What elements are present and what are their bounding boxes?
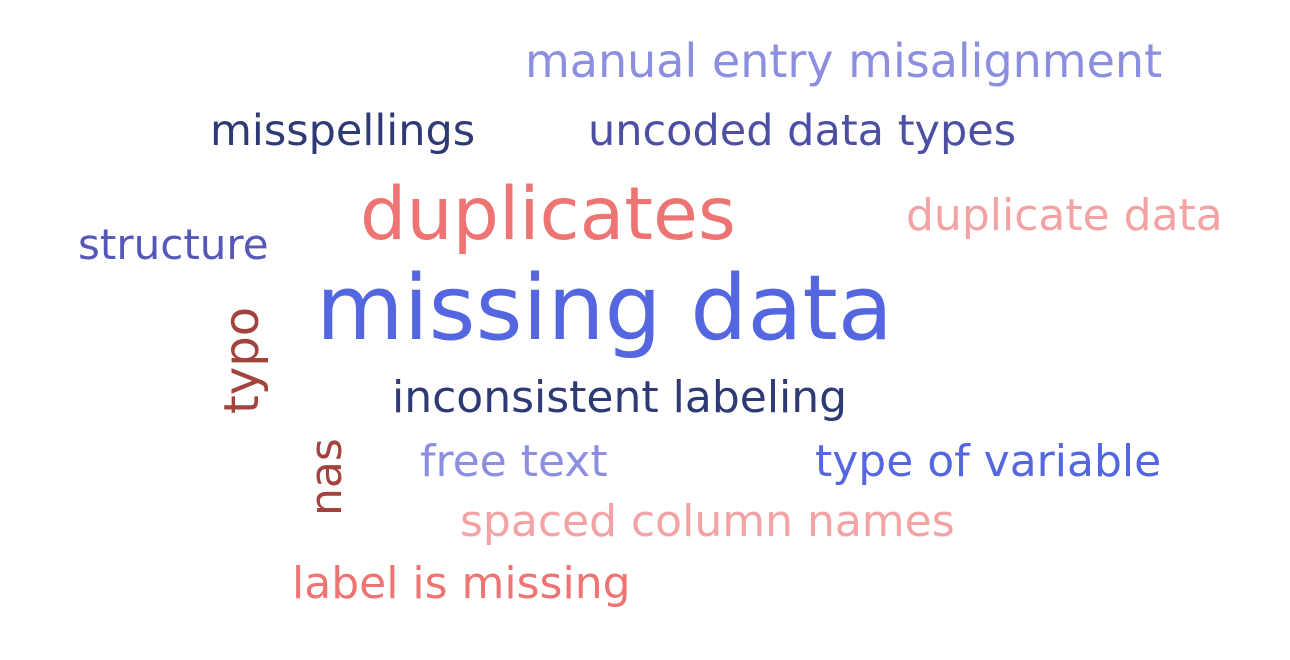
word-duplicates: duplicates (360, 172, 736, 257)
word-type-of-variable: type of variable (815, 436, 1162, 487)
word-inconsistent-labeling: inconsistent labeling (392, 372, 848, 423)
word-typo: typo (214, 306, 270, 414)
word-nas: nas (301, 438, 352, 516)
word-duplicate-data: duplicate data (906, 190, 1223, 241)
word-free-text: free text (420, 436, 608, 487)
word-misspellings: misspellings (210, 106, 476, 156)
word-uncoded-data-types: uncoded data types (588, 106, 1017, 156)
word-manual-entry-misalignment: manual entry misalignment (525, 34, 1163, 88)
word-spaced-column-names: spaced column names (460, 496, 955, 547)
word-missing-data: missing data (316, 256, 893, 361)
word-label-is-missing: label is missing (292, 558, 631, 609)
word-structure: structure (78, 220, 269, 269)
